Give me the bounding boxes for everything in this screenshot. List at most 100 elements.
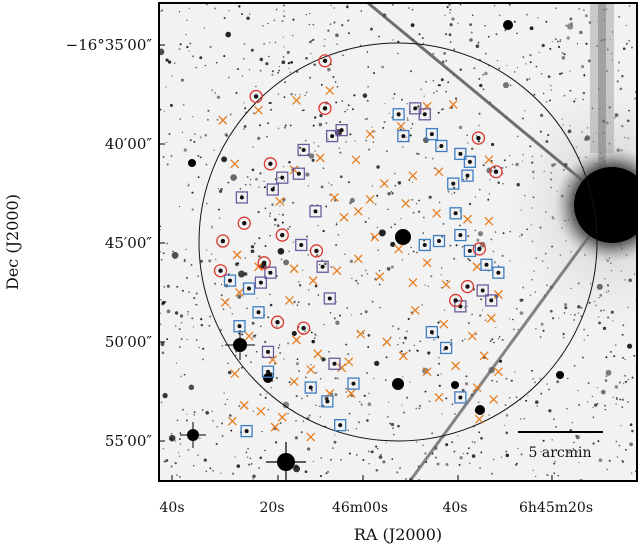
star: [514, 371, 516, 373]
star: [282, 165, 285, 168]
star: [572, 447, 575, 450]
star: [628, 39, 631, 42]
star: [615, 396, 618, 399]
star: [328, 182, 330, 184]
star: [378, 455, 383, 459]
star: [252, 410, 255, 413]
star: [166, 309, 171, 314]
star: [373, 377, 375, 380]
star: [476, 238, 480, 242]
star: [624, 358, 626, 361]
star: [390, 241, 396, 247]
star: [214, 92, 216, 94]
star: [337, 377, 339, 380]
ra-tick-label: 6h45m20s: [519, 500, 593, 516]
star: [442, 222, 445, 225]
star: [375, 445, 378, 448]
star: [179, 118, 181, 120]
purple-square-marker: [485, 294, 498, 307]
star: [557, 474, 559, 477]
star: [252, 478, 254, 480]
star: [449, 12, 451, 14]
orange-cross-marker: [434, 392, 444, 402]
star: [359, 401, 361, 403]
star: [349, 259, 354, 263]
star: [258, 237, 261, 240]
star: [424, 390, 427, 393]
blue-square-marker: [480, 258, 493, 271]
star: [379, 306, 381, 309]
star: [425, 80, 428, 83]
star: [397, 40, 400, 43]
star: [312, 124, 315, 127]
orange-cross-marker: [284, 295, 294, 305]
star: [345, 388, 347, 390]
star: [467, 258, 470, 260]
star: [215, 61, 218, 64]
star: [383, 120, 386, 124]
star: [615, 403, 617, 405]
star: [454, 413, 456, 415]
star: [178, 205, 181, 208]
star: [538, 51, 540, 54]
star: [463, 306, 466, 308]
star: [185, 33, 187, 36]
star: [372, 72, 376, 75]
star: [509, 260, 511, 262]
star: [420, 88, 422, 90]
red-circle-marker: [237, 216, 251, 230]
dec-tick-label: 45′00″: [105, 234, 153, 252]
star: [368, 462, 370, 465]
star: [600, 389, 606, 395]
blue-square-marker: [454, 147, 467, 161]
star: [411, 8, 414, 11]
star: [401, 404, 403, 406]
star: [159, 312, 162, 315]
star: [418, 199, 421, 202]
star: [419, 340, 422, 343]
star: [477, 401, 480, 404]
star: [487, 198, 490, 201]
star: [227, 181, 230, 184]
star: [175, 362, 178, 365]
star: [180, 338, 183, 340]
star: [402, 411, 405, 414]
red-circle-marker: [216, 234, 230, 248]
star: [382, 126, 385, 129]
star: [176, 474, 178, 476]
star: [621, 398, 625, 401]
star: [478, 124, 480, 127]
star: [366, 372, 369, 374]
star: [427, 285, 430, 288]
orange-cross-marker: [370, 232, 380, 242]
star: [411, 181, 414, 183]
star: [246, 16, 250, 21]
star: [348, 412, 351, 415]
star: [227, 370, 232, 375]
star: [316, 254, 319, 257]
orange-cross-marker: [244, 331, 254, 341]
star: [474, 229, 477, 232]
orange-cross-marker: [308, 276, 318, 286]
purple-square-marker: [409, 102, 422, 115]
star: [287, 342, 290, 345]
star: [312, 460, 315, 463]
star: [401, 259, 403, 261]
star: [371, 300, 374, 303]
star: [223, 392, 225, 394]
star: [159, 48, 165, 56]
star: [360, 10, 363, 12]
star: [606, 468, 608, 471]
star: [510, 84, 512, 86]
star: [594, 403, 598, 407]
star: [556, 449, 558, 451]
star: [550, 84, 552, 87]
star: [604, 408, 606, 411]
star: [617, 70, 620, 72]
star: [243, 43, 246, 46]
star: [270, 108, 272, 111]
star: [186, 338, 188, 341]
orange-cross-marker: [235, 288, 244, 297]
star: [399, 337, 401, 339]
orange-cross-marker: [256, 406, 266, 416]
